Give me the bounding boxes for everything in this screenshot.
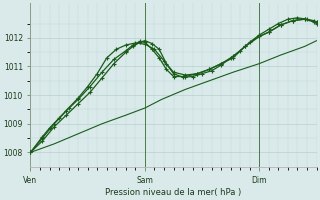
X-axis label: Pression niveau de la mer( hPa ): Pression niveau de la mer( hPa ) — [105, 188, 242, 197]
